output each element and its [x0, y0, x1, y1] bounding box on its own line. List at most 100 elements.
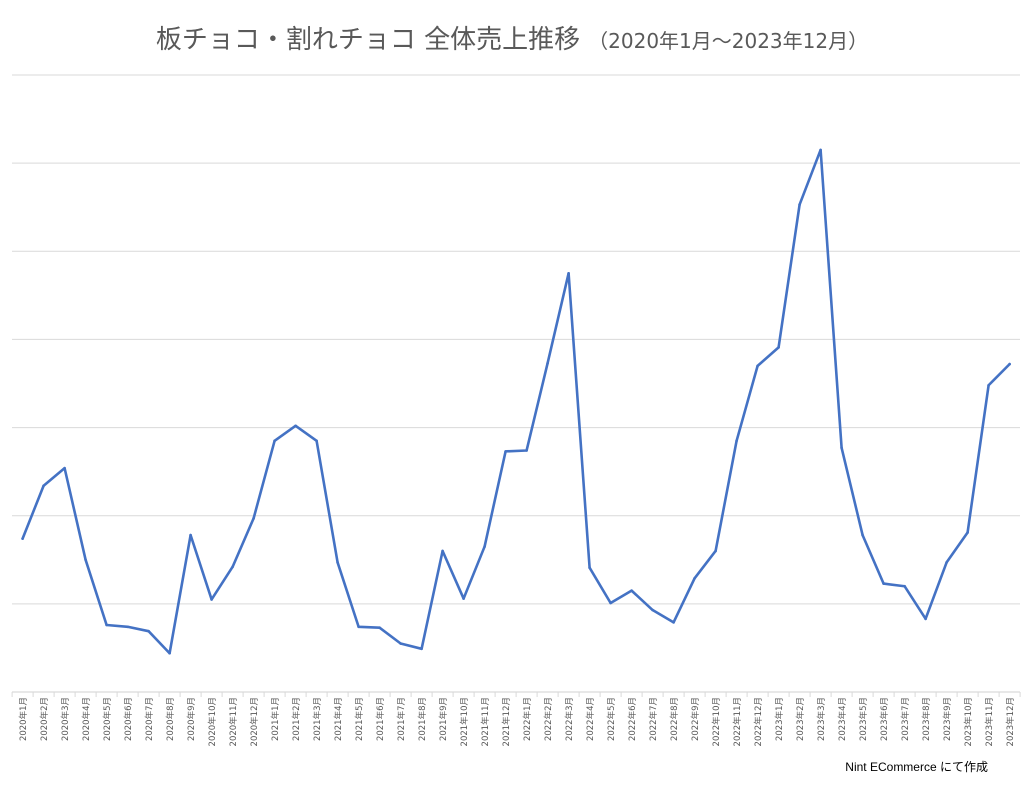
data-point: [609, 601, 612, 605]
chart-title-subtitle: （2020年1月～2023年12月）: [588, 29, 868, 53]
x-tick-label: 2023年11月: [984, 697, 995, 746]
x-tick-label: 2023年1月: [774, 697, 785, 741]
data-point: [126, 625, 129, 629]
x-tick-label: 2021年8月: [417, 697, 428, 741]
x-tick-label: 2022年4月: [585, 697, 596, 741]
x-tick-label: 2022年5月: [606, 697, 617, 741]
data-point: [567, 272, 570, 275]
credit-text: Nint ECommerce にて作成: [845, 760, 988, 774]
chart-title: 板チョコ・割れチョコ 全体売上推移 （2020年1月～2023年12月）: [156, 25, 868, 55]
data-point: [945, 561, 948, 564]
data-point: [441, 549, 444, 553]
data-point: [168, 651, 171, 655]
x-tick-label: 2021年9月: [438, 697, 449, 741]
data-point: [105, 623, 108, 627]
data-point: [399, 642, 402, 645]
data-series: [21, 148, 1011, 655]
data-point: [819, 148, 822, 152]
data-point: [483, 545, 486, 548]
x-tick-label: 2022年3月: [564, 697, 575, 741]
x-tick-label: 2023年3月: [816, 697, 827, 741]
data-point: [420, 647, 423, 651]
x-tick-label: 2020年12月: [249, 697, 260, 746]
x-tick-label: 2023年12月: [1005, 697, 1016, 746]
data-point: [378, 626, 381, 629]
x-tick-label: 2022年12月: [753, 697, 764, 746]
x-tick-label: 2021年6月: [375, 697, 386, 741]
data-point: [966, 531, 969, 534]
data-points: [21, 148, 1011, 655]
x-tick-label: 2023年2月: [795, 697, 806, 741]
x-tick-label: 2021年3月: [312, 697, 323, 741]
data-point: [777, 346, 780, 349]
data-point: [840, 446, 843, 450]
data-point: [924, 617, 927, 621]
data-point: [714, 549, 717, 553]
data-point: [546, 361, 549, 365]
data-point: [630, 589, 633, 592]
data-point: [987, 383, 990, 387]
data-point: [63, 466, 66, 470]
x-tick-label: 2023年4月: [837, 697, 848, 741]
data-point: [693, 576, 696, 580]
x-tick-label: 2023年6月: [879, 697, 890, 741]
x-tick-label: 2022年1月: [522, 697, 533, 741]
x-tick-label: 2023年10月: [963, 697, 974, 746]
data-point: [756, 364, 759, 368]
data-point: [336, 561, 339, 564]
data-point: [882, 582, 885, 585]
data-point: [231, 565, 234, 569]
x-tick-label: 2021年5月: [354, 697, 365, 741]
data-point: [294, 424, 297, 428]
data-point: [525, 449, 528, 452]
x-tick-label: 2020年2月: [39, 697, 50, 741]
x-tick-label: 2023年8月: [921, 697, 932, 741]
x-tick-label: 2020年3月: [60, 697, 71, 741]
data-point: [798, 203, 801, 206]
x-tick-label: 2021年2月: [291, 697, 302, 741]
data-point: [735, 439, 738, 443]
x-tick-label: 2021年11月: [480, 697, 491, 746]
data-point: [21, 537, 24, 540]
x-tick-label: 2020年6月: [123, 697, 134, 741]
data-point: [588, 566, 591, 570]
data-point: [315, 439, 318, 443]
chart-title-main: 板チョコ・割れチョコ 全体売上推移: [156, 25, 580, 55]
x-tick-label: 2020年7月: [144, 697, 155, 741]
x-tick-label: 2021年4月: [333, 697, 344, 741]
x-tick-label: 2020年5月: [102, 697, 113, 741]
data-point: [42, 484, 45, 488]
data-point: [273, 439, 276, 443]
x-tick-label: 2023年5月: [858, 697, 869, 741]
series-line: [21, 148, 1011, 655]
x-tick-label: 2022年11月: [732, 697, 743, 746]
x-tick-label: 2020年1月: [18, 697, 29, 741]
data-point: [147, 629, 150, 633]
x-tick-label: 2023年7月: [900, 697, 911, 741]
x-tick-label: 2020年8月: [165, 697, 176, 741]
x-tick-label: 2022年10月: [711, 697, 722, 746]
x-tick-label: 2021年10月: [459, 697, 470, 746]
x-tick-label: 2020年11月: [228, 697, 239, 746]
data-point: [357, 625, 360, 629]
data-point: [1008, 362, 1011, 366]
data-point: [462, 597, 465, 600]
x-tick-label: 2021年7月: [396, 697, 407, 741]
data-point: [504, 450, 507, 453]
x-tick-label: 2022年8月: [669, 697, 680, 741]
data-point: [189, 533, 192, 537]
data-point: [651, 608, 654, 612]
x-tick-label: 2022年7月: [648, 697, 659, 741]
data-point: [672, 621, 675, 624]
x-tick-label: 2022年9月: [690, 697, 701, 741]
x-tick-label: 2023年9月: [942, 697, 953, 741]
x-tick-label: 2022年6月: [627, 697, 638, 741]
x-tick-label: 2022年2月: [543, 697, 554, 741]
data-point: [861, 533, 864, 537]
x-tick-label: 2021年1月: [270, 697, 281, 741]
x-axis: 2020年1月 2020年2月 2020年3月 2020年4月 2020年5月 2020年…: [11, 692, 1021, 746]
x-tick-label: 2020年10月: [207, 697, 218, 746]
data-point: [903, 584, 906, 588]
